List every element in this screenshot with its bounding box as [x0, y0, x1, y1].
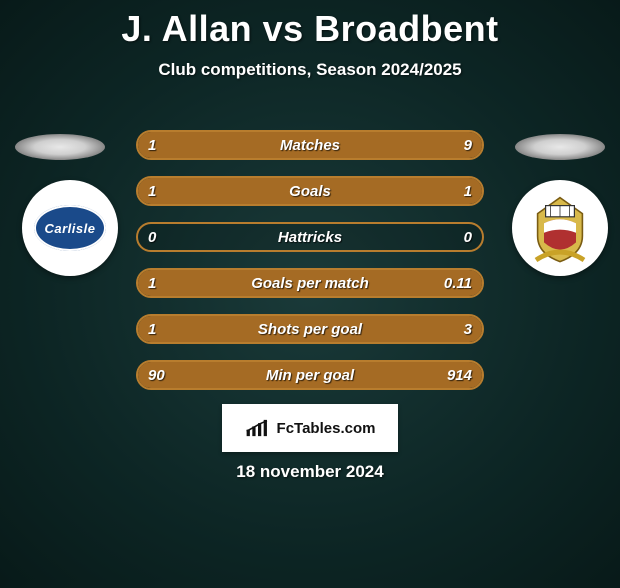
stat-label: Hattricks — [138, 224, 482, 250]
team-crest-right-icon — [520, 188, 600, 268]
stat-label: Min per goal — [138, 362, 482, 388]
stat-row: 90914Min per goal — [136, 360, 484, 390]
date-text: 18 november 2024 — [0, 462, 620, 482]
stat-row: 00Hattricks — [136, 222, 484, 252]
stat-label: Shots per goal — [138, 316, 482, 342]
stat-label: Goals — [138, 178, 482, 204]
player-shadow-right — [515, 134, 605, 160]
stat-label: Matches — [138, 132, 482, 158]
subtitle: Club competitions, Season 2024/2025 — [0, 60, 620, 80]
stat-row: 13Shots per goal — [136, 314, 484, 344]
brand-text: FcTables.com — [277, 420, 376, 437]
brand-chart-icon — [245, 418, 271, 438]
team-crest-left: Carlisle — [22, 180, 118, 276]
brand-badge: FcTables.com — [222, 404, 398, 452]
stat-row: 19Matches — [136, 130, 484, 160]
stats-container: 19Matches 11Goals 00Hattricks 10.11Goals pe… — [136, 130, 484, 406]
team-crest-left-label: Carlisle — [34, 205, 106, 251]
stat-row: 11Goals — [136, 176, 484, 206]
player-shadow-left — [15, 134, 105, 160]
stat-label: Goals per match — [138, 270, 482, 296]
team-crest-right — [512, 180, 608, 276]
stat-row: 10.11Goals per match — [136, 268, 484, 298]
page-title: J. Allan vs Broadbent — [0, 8, 620, 50]
